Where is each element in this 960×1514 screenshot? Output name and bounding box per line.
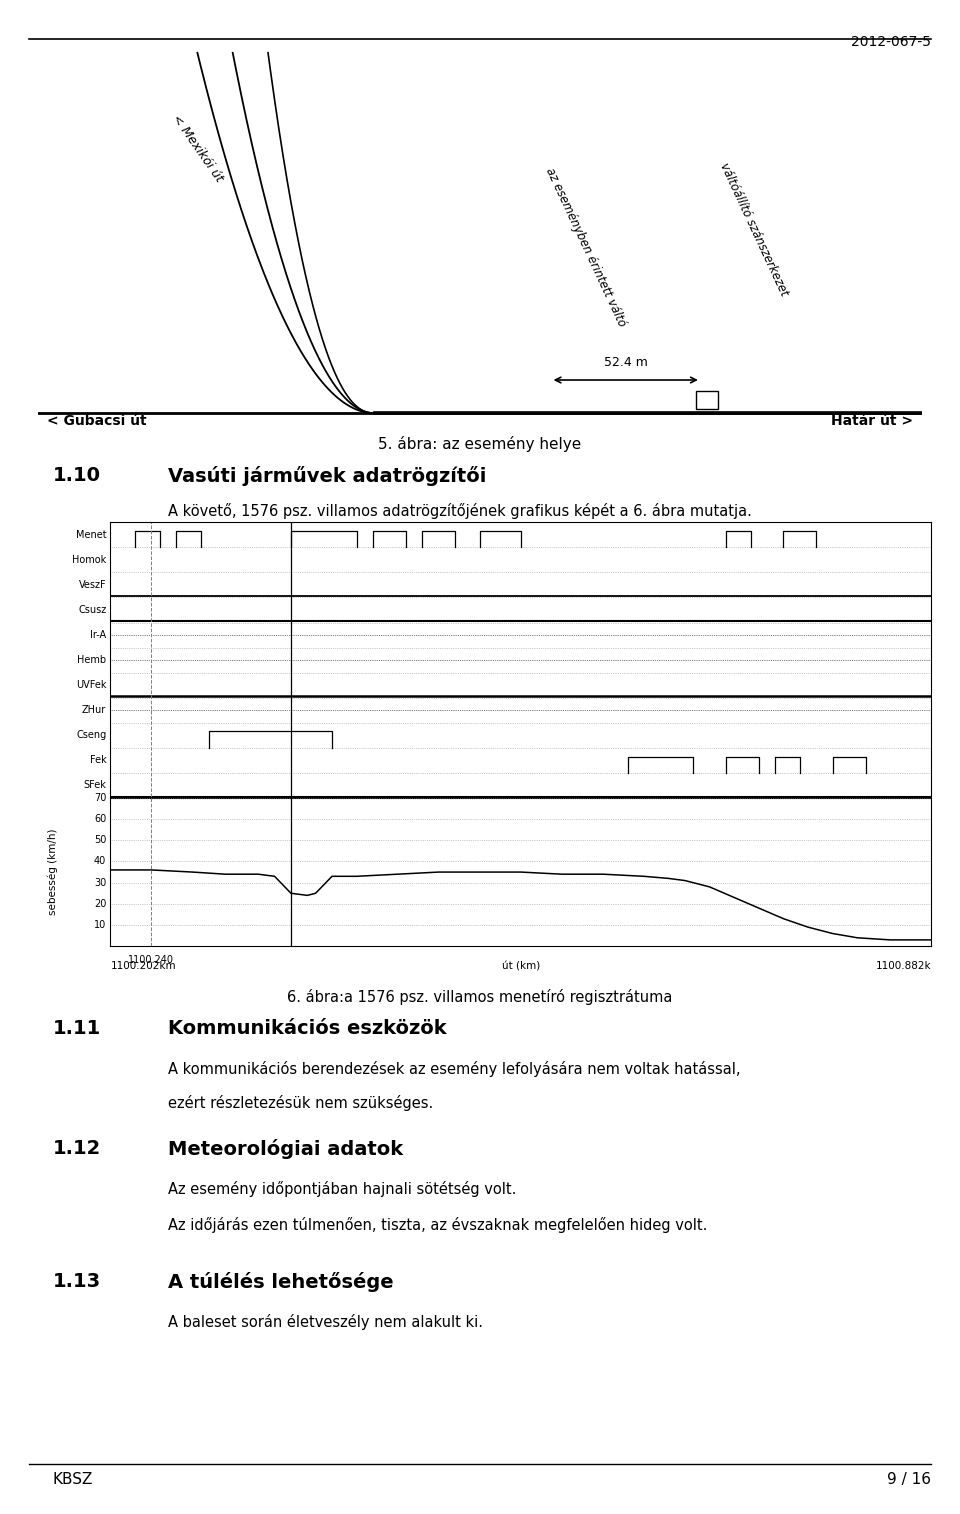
Text: SFek: SFek (84, 780, 107, 790)
Text: Ir-A: Ir-A (90, 630, 107, 640)
Text: KBSZ: KBSZ (53, 1472, 93, 1487)
Text: Az időjárás ezen túlmenően, tiszta, az évszaknak megfelelően hideg volt.: Az időjárás ezen túlmenően, tiszta, az é… (168, 1217, 708, 1234)
Text: Menet: Menet (76, 530, 107, 540)
Text: váltóállító szánszerkezet: váltóállító szánszerkezet (717, 160, 790, 298)
Text: 1.13: 1.13 (53, 1272, 101, 1291)
Text: A túlélés lehetősége: A túlélés lehetősége (168, 1272, 394, 1291)
Text: Csusz: Csusz (78, 606, 107, 615)
Text: 9 / 16: 9 / 16 (887, 1472, 931, 1487)
Text: < Gubacsi út: < Gubacsi út (47, 413, 147, 428)
Text: Az esemény időpontjában hajnali sötétség volt.: Az esemény időpontjában hajnali sötétség… (168, 1181, 516, 1198)
Text: VeszF: VeszF (79, 580, 107, 590)
Text: < Mexikói út: < Mexikói út (169, 112, 226, 185)
Text: 1.11: 1.11 (53, 1019, 101, 1039)
Text: 1.12: 1.12 (53, 1139, 101, 1158)
Text: 60: 60 (94, 815, 107, 824)
Bar (696, 391, 718, 409)
Text: 1100.202km: 1100.202km (110, 961, 176, 972)
Text: 30: 30 (94, 878, 107, 887)
Text: 1.10: 1.10 (53, 466, 101, 486)
Text: 52.4 m: 52.4 m (604, 356, 648, 369)
Text: Homok: Homok (72, 556, 107, 565)
Text: A kommunikációs berendezések az esemény lefolyására nem voltak hatással,: A kommunikációs berendezések az esemény … (168, 1061, 740, 1078)
Text: 10: 10 (94, 921, 107, 930)
Text: 2012-067-5: 2012-067-5 (852, 35, 931, 48)
Text: 20: 20 (94, 899, 107, 908)
Text: sebesség (km/h): sebesség (km/h) (48, 828, 59, 916)
Text: 50: 50 (94, 836, 107, 845)
Text: Határ út >: Határ út > (830, 413, 913, 428)
Text: 70: 70 (94, 793, 107, 802)
Text: út (km): út (km) (502, 961, 540, 972)
Text: UVFek: UVFek (76, 680, 107, 690)
Text: Fek: Fek (89, 755, 107, 765)
Text: az eseményben érintett váltó: az eseményben érintett váltó (543, 167, 629, 330)
Text: A követő, 1576 psz. villamos adatrögzítőjének grafikus képét a 6. ábra mutatja.: A követő, 1576 psz. villamos adatrögzítő… (168, 503, 752, 519)
Text: 1100.882k: 1100.882k (876, 961, 931, 972)
Text: 1100.240: 1100.240 (129, 955, 175, 964)
Text: 5. ábra: az esemény helye: 5. ábra: az esemény helye (378, 436, 582, 453)
Text: Vasúti járművek adatrögzítői: Vasúti járművek adatrögzítői (168, 466, 487, 486)
Text: Cseng: Cseng (76, 730, 107, 740)
Text: A baleset során életveszély nem alakult ki.: A baleset során életveszély nem alakult … (168, 1314, 483, 1331)
Text: Meteorológiai adatok: Meteorológiai adatok (168, 1139, 403, 1158)
Text: 40: 40 (94, 857, 107, 866)
Text: Hemb: Hemb (77, 656, 107, 665)
Text: ZHur: ZHur (82, 706, 107, 715)
Text: 6. ábra:a 1576 psz. villamos menetíró regisztrátuma: 6. ábra:a 1576 psz. villamos menetíró re… (287, 989, 673, 1005)
Text: Kommunikációs eszközök: Kommunikációs eszközök (168, 1019, 446, 1039)
Text: ezért részletezésük nem szükséges.: ezért részletezésük nem szükséges. (168, 1095, 433, 1111)
